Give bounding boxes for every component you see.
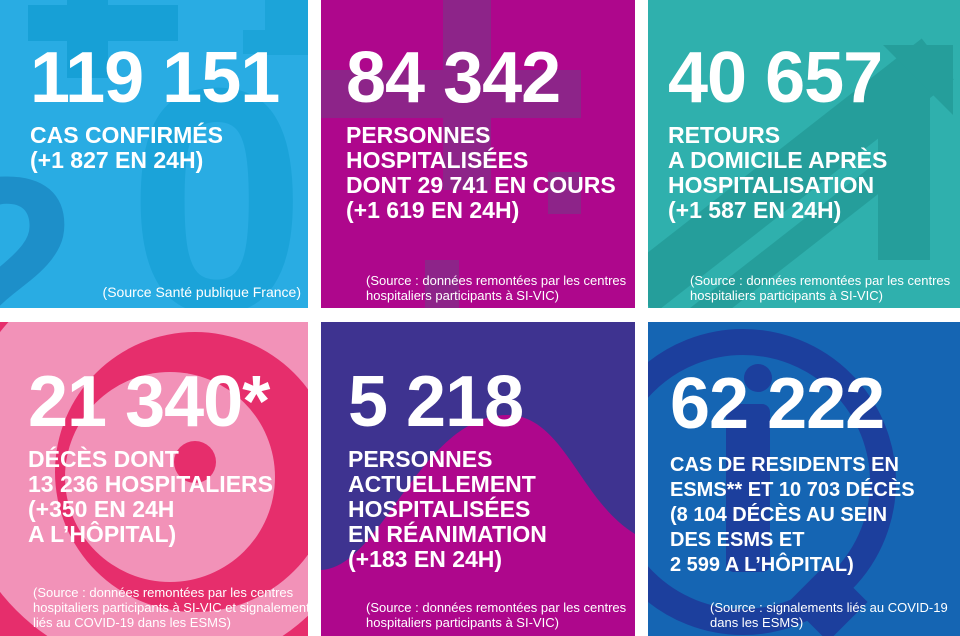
background-decoration: 2 0 — [0, 0, 308, 308]
source-note: (Source : données remontées par les cent… — [690, 273, 951, 303]
stat-label: DÉCÈS DONT 13 236 HOSPITALIERS (+350 EN 24… — [28, 446, 273, 547]
stat-label: RETOURS A DOMICILE APRÈS HOSPITALISATION (+… — [668, 122, 888, 223]
wave-curve-shape — [321, 415, 635, 636]
stat-label: PERSONNES ACTUELLEMENT HOSPITALISÉES EN RÉA… — [348, 446, 547, 572]
stat-label: CAS CONFIRMÉS (+1 827 EN 24H) — [30, 122, 223, 173]
stat-label: PERSONNES HOSPITALISÉES DONT 29 741 EN COU… — [346, 122, 616, 223]
bullseye-ring — [65, 372, 275, 582]
source-note: (Source : signalements liés au COVID-19 d… — [710, 600, 948, 630]
wave-decoration — [321, 322, 635, 636]
source-note: (Source : données remontées par les cent… — [366, 273, 627, 303]
background-digit-0: 0 — [128, 21, 306, 308]
stat-card-personnes-hospitalisees: 84 342 PERSONNES HOSPITALISÉES DONT 29 741… — [321, 0, 635, 308]
stat-card-retours-domicile: 40 657 RETOURS A DOMICILE APRÈS HOSPITALIS… — [648, 0, 960, 308]
info-bubble-icon — [648, 322, 960, 636]
source-note: (Source : données remontées par les cent… — [366, 600, 627, 630]
bullseye-decoration — [0, 322, 308, 636]
stat-card-reanimation: 5 218 PERSONNES ACTUELLEMENT HOSPITALISÉES… — [321, 322, 635, 636]
background-bar-shape — [878, 95, 930, 260]
source-note: (Source : données remontées par les cent… — [33, 585, 308, 630]
background-digit-2: 2 — [0, 125, 78, 309]
background-decoration — [321, 0, 635, 308]
background-cross-shape — [321, 70, 581, 118]
stat-label: CAS DE RESIDENTS EN ESMS** ET 10 703 DÉCÈ… — [670, 454, 915, 576]
trend-arrow-icon — [648, 0, 960, 308]
background-square-shape — [548, 172, 581, 214]
background-bar-shape — [425, 260, 459, 308]
stat-value: 40 657 — [668, 38, 883, 118]
stat-card-cas-confirmes: 2 0 119 151 CAS CONFIRMÉS (+1 827 EN 24H)… — [0, 0, 308, 308]
stat-value: 62 222 — [670, 364, 885, 444]
stat-value: 84 342 — [346, 38, 561, 118]
info-stem-shape — [726, 404, 770, 572]
stat-value: 119 151 — [30, 38, 280, 118]
background-plus-shape — [243, 30, 308, 54]
source-note: (Source Santé publique France) — [102, 284, 301, 300]
background-plus-shape — [28, 5, 178, 41]
stat-card-deces: 21 340* DÉCÈS DONT 13 236 HOSPITALIERS (+3… — [0, 322, 308, 636]
info-dot-shape — [744, 364, 772, 392]
stat-value: 21 340* — [28, 362, 270, 442]
bullseye-center — [174, 441, 216, 483]
stat-card-residents-esms: 62 222 CAS DE RESIDENTS EN ESMS** ET 10 7… — [648, 322, 960, 636]
stat-value: 5 218 — [348, 362, 524, 442]
